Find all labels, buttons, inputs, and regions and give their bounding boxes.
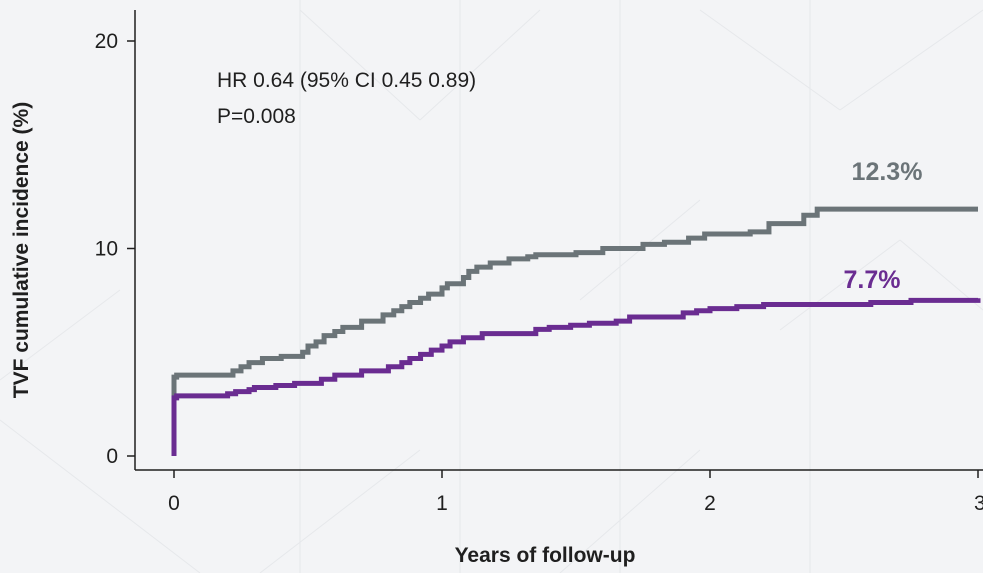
bg-line xyxy=(0,419,201,573)
hazard-ratio-annotation: HR 0.64 (95% CI 0.45 0.89) xyxy=(217,69,476,92)
x-tick-label: 2 xyxy=(704,492,716,515)
x-tick-label: 1 xyxy=(436,492,448,515)
bg-line xyxy=(259,449,421,573)
bg-line xyxy=(0,289,121,381)
p-value-annotation: P=0.008 xyxy=(217,105,296,128)
bg-line xyxy=(299,9,421,121)
series-end-label-1: 12.3% xyxy=(852,158,923,186)
bg-line xyxy=(779,239,901,331)
series-layer xyxy=(171,206,981,456)
series-line-1 xyxy=(171,206,978,456)
end-labels: 12.3% 7.7% xyxy=(844,158,923,294)
bg-line xyxy=(699,9,841,111)
bg-line xyxy=(419,9,541,121)
y-tick-label: 20 xyxy=(95,30,118,53)
bg-line xyxy=(839,9,983,111)
x-axis-title: Years of follow-up xyxy=(455,544,636,567)
x-ticks: 0 1 2 3 xyxy=(168,470,983,515)
series-end-label-2: 7.7% xyxy=(844,266,901,294)
x-tick-label: 0 xyxy=(168,492,180,515)
y-ticks: 0 10 20 xyxy=(95,30,135,468)
series-line-2 xyxy=(171,297,981,456)
y-tick-label: 10 xyxy=(95,238,118,261)
y-axis-title: TVF cumulative incidence (%) xyxy=(10,102,33,398)
x-tick-label: 3 xyxy=(974,492,983,515)
y-tick-label: 0 xyxy=(106,445,118,468)
